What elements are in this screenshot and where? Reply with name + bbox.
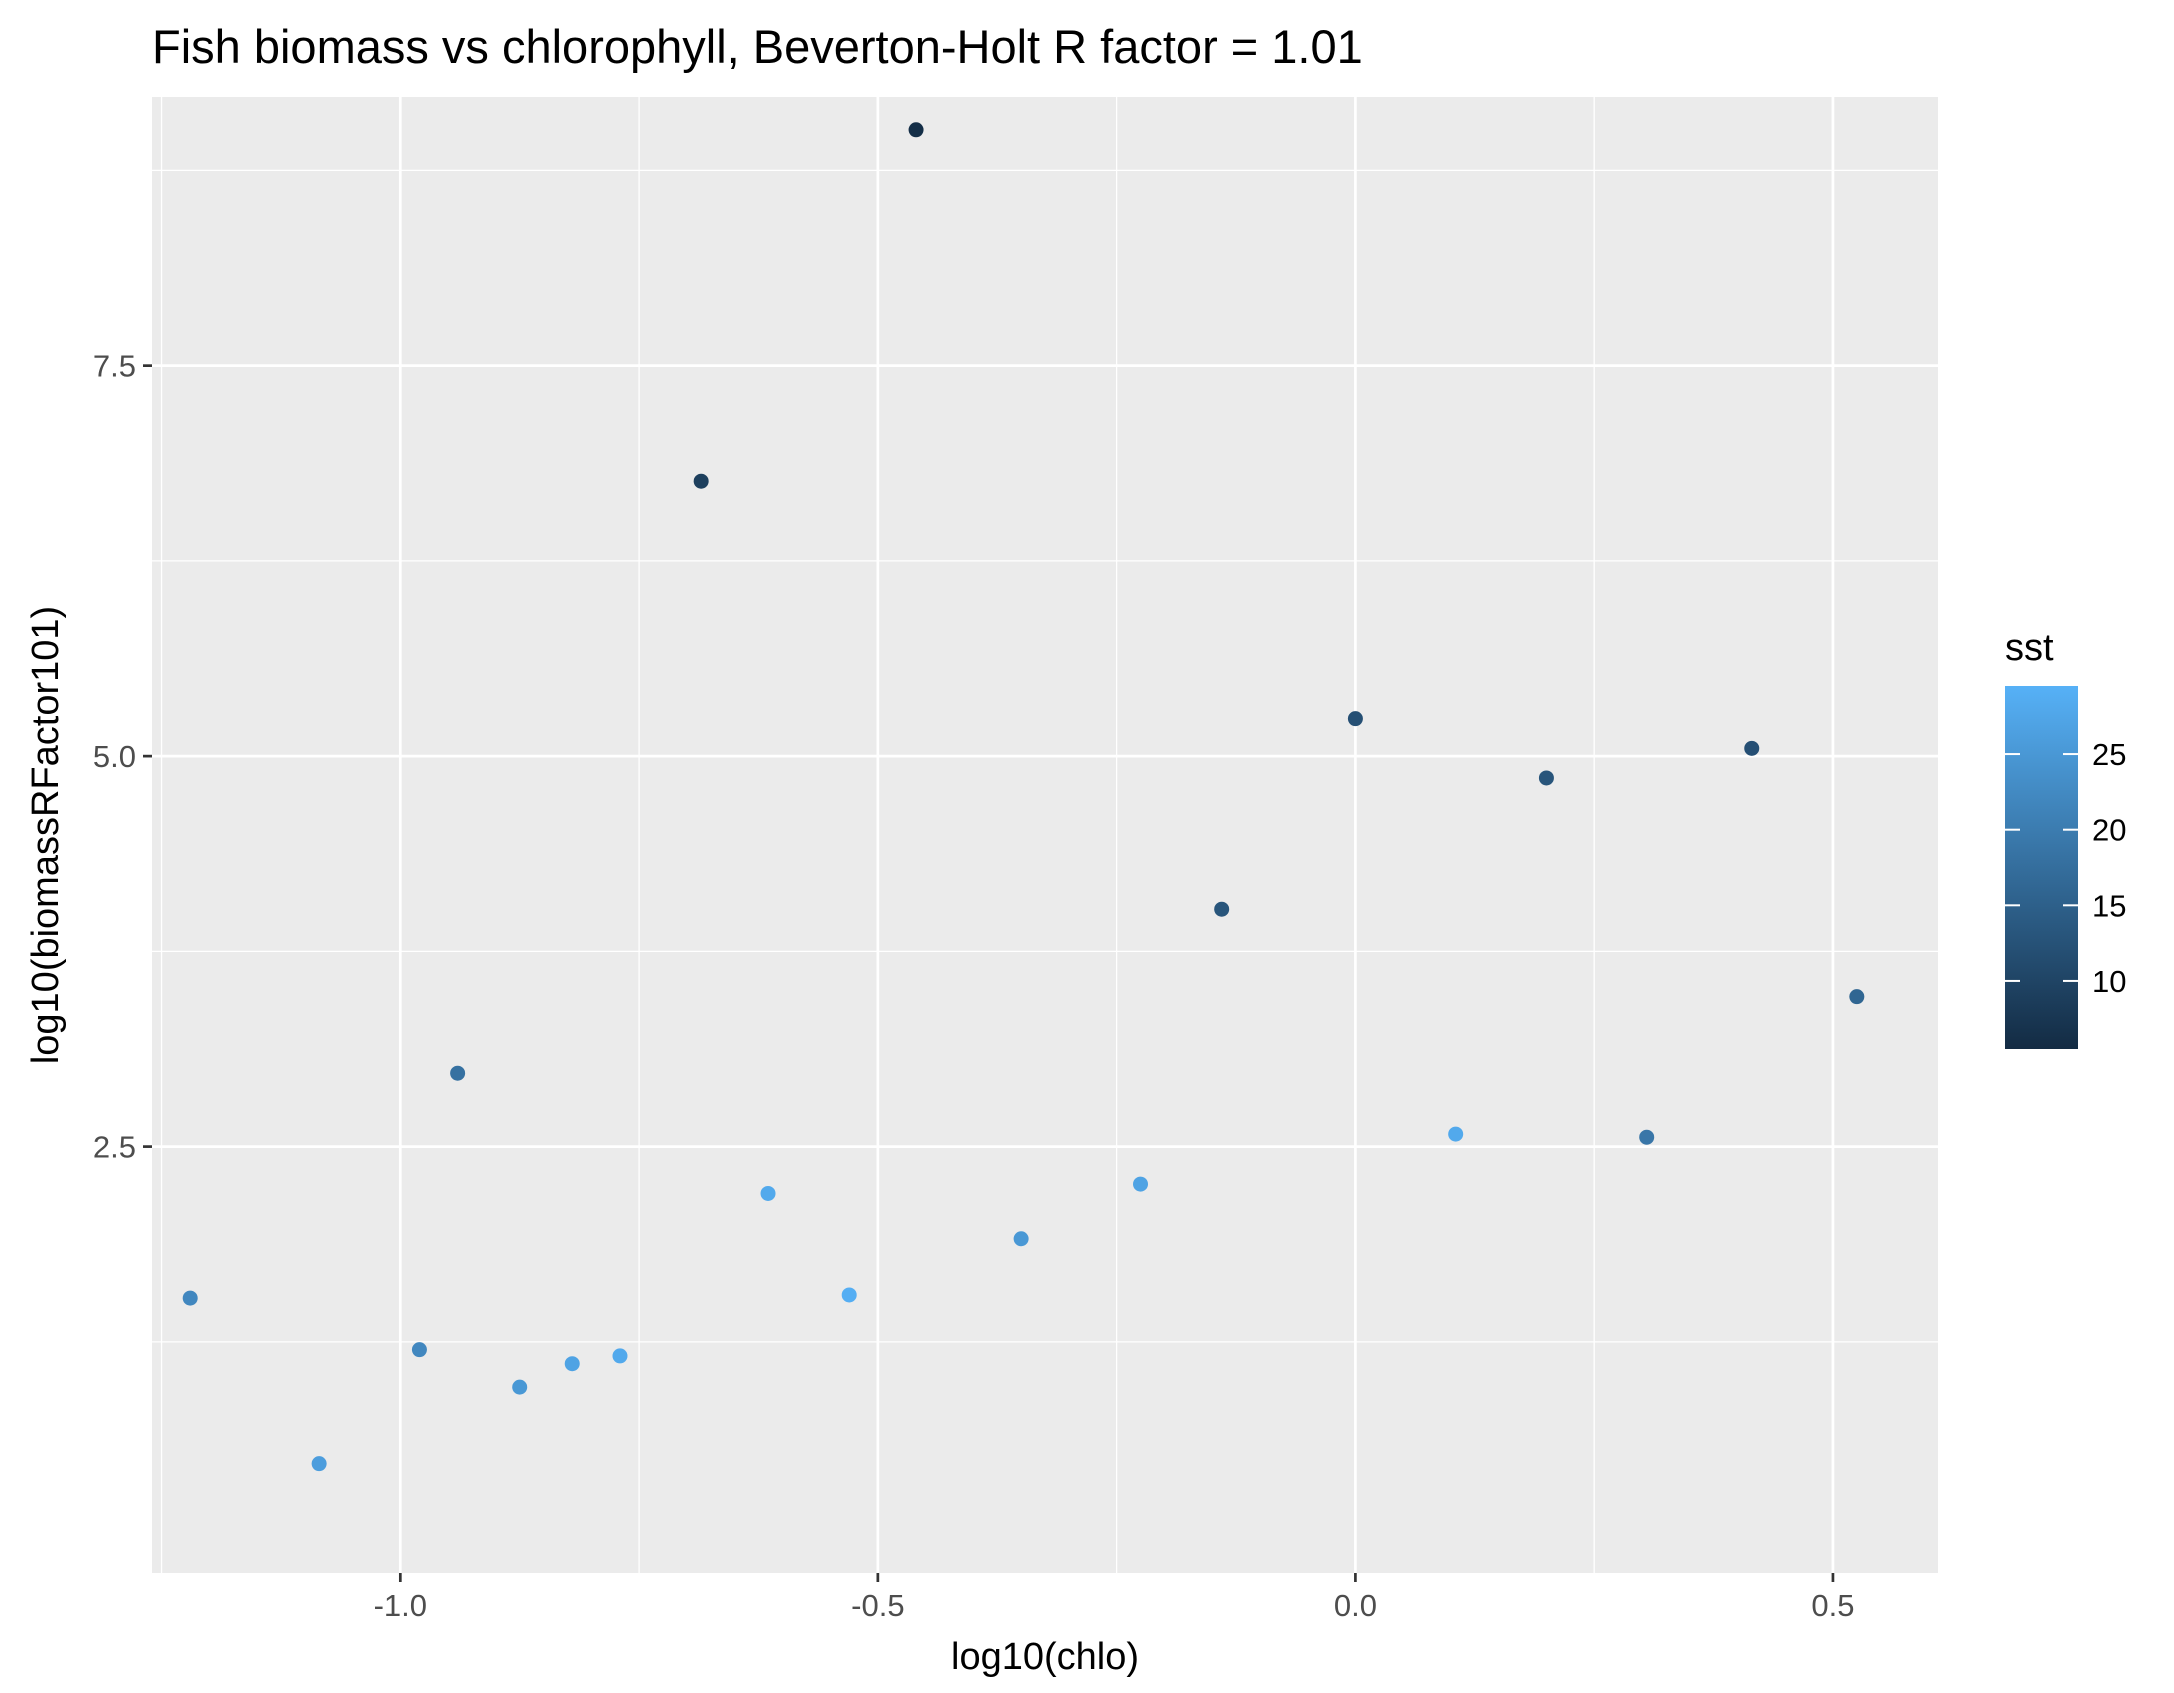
- data-point: [1448, 1126, 1464, 1142]
- x-tick-label: -1.0: [374, 1588, 427, 1623]
- x-tick-label: 0.0: [1334, 1588, 1377, 1623]
- data-point: [1538, 770, 1554, 786]
- data-point: [1347, 711, 1363, 727]
- data-point: [512, 1379, 528, 1395]
- data-point: [1214, 901, 1230, 917]
- y-tick-label: 2.5: [93, 1130, 136, 1165]
- y-axis-title: log10(biomassRFactor101): [25, 606, 67, 1064]
- y-tick-label: 5.0: [93, 739, 136, 774]
- data-points: [182, 122, 1865, 1472]
- x-axis: -1.0 -0.5 0.0 0.5: [374, 1573, 1854, 1623]
- data-point: [841, 1287, 857, 1303]
- data-point: [182, 1290, 198, 1306]
- data-point: [908, 122, 924, 138]
- legend-ticks: 10 15 20 25: [2005, 737, 2126, 999]
- data-point: [450, 1065, 466, 1081]
- y-tick-label: 7.5: [93, 349, 136, 384]
- minor-gridlines: [152, 97, 1938, 1573]
- legend-tick-label: 25: [2092, 737, 2126, 772]
- chart-title: Fish biomass vs chlorophyll, Beverton-Ho…: [152, 20, 1363, 73]
- data-point: [564, 1356, 580, 1372]
- legend-tick-label: 10: [2092, 964, 2126, 999]
- data-point: [1744, 740, 1760, 756]
- major-gridlines: [152, 97, 1938, 1573]
- data-point: [760, 1185, 776, 1201]
- data-point: [411, 1342, 427, 1358]
- x-tick-label: -0.5: [851, 1588, 904, 1623]
- y-axis: 2.5 5.0 7.5: [93, 349, 152, 1165]
- legend-title: sst: [2005, 627, 2054, 669]
- data-point: [1013, 1231, 1029, 1247]
- data-point: [693, 473, 709, 489]
- legend-tick-label: 20: [2092, 813, 2126, 848]
- x-tick-label: 0.5: [1811, 1588, 1854, 1623]
- data-point: [311, 1456, 327, 1472]
- x-axis-title: log10(chlo): [951, 1636, 1139, 1678]
- color-legend: sst 10 15 20 25: [2005, 627, 2126, 1049]
- data-point: [1133, 1176, 1149, 1192]
- data-point: [612, 1348, 628, 1364]
- legend-colorbar: [2005, 686, 2078, 1049]
- data-point: [1639, 1129, 1655, 1145]
- legend-tick-label: 15: [2092, 888, 2126, 923]
- plot-panel: [152, 97, 1938, 1573]
- data-point: [1849, 989, 1865, 1005]
